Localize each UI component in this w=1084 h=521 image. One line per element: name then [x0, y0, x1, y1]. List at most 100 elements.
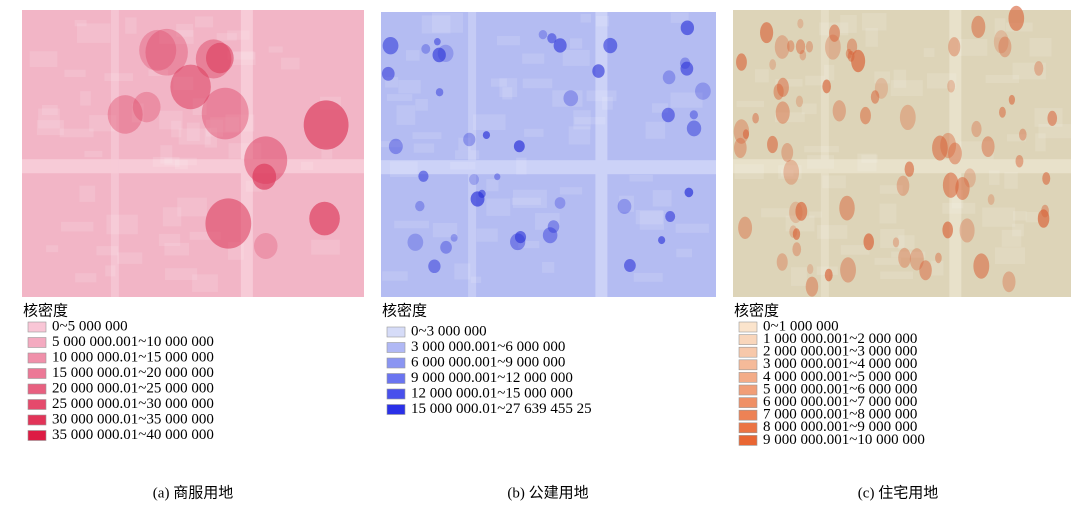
map-block [502, 87, 513, 100]
map-block [455, 150, 480, 160]
density-hotspot [896, 175, 910, 196]
map-block [778, 165, 802, 179]
density-hotspot [807, 263, 814, 275]
map-block [268, 46, 283, 53]
legend-swatch [738, 384, 758, 396]
density-hotspot [1037, 209, 1050, 228]
density-hotspot [554, 197, 566, 209]
density-hotspot [760, 22, 774, 44]
density-hotspot [799, 49, 807, 61]
map-block [524, 128, 544, 137]
map-block [421, 15, 451, 34]
density-hotspot [863, 233, 874, 251]
density-hotspot [437, 44, 454, 63]
map-block [231, 52, 256, 66]
map-block [396, 105, 416, 125]
map-block [535, 213, 560, 230]
density-hotspot [738, 216, 753, 239]
map-block [300, 161, 314, 171]
map-block [574, 117, 606, 125]
map-block [490, 78, 507, 87]
map-block [405, 50, 420, 61]
map-block [985, 74, 1020, 84]
map-block [791, 267, 807, 286]
map-block [736, 100, 764, 108]
map-block [104, 73, 133, 82]
map-block [178, 128, 211, 145]
density-hotspot [680, 61, 694, 76]
map-block [205, 119, 224, 137]
legend-swatch [738, 346, 758, 358]
density-hotspot [971, 120, 982, 138]
density-hotspot [603, 37, 618, 54]
map-block [398, 80, 421, 94]
density-hotspot [774, 35, 790, 59]
legend-label: 9 000 000.001~12 000 000 [411, 370, 573, 386]
map-block [175, 159, 188, 170]
map-block [36, 120, 64, 136]
density-hotspot [805, 41, 814, 53]
map-block [559, 187, 583, 195]
density-hotspot [695, 82, 711, 100]
map-block [861, 154, 878, 163]
map-block [573, 110, 591, 130]
map-block [879, 203, 897, 224]
map-block [569, 38, 583, 49]
density-hotspot [1047, 110, 1058, 127]
map-block [633, 272, 663, 282]
density-hotspot [1019, 128, 1027, 141]
map-block [562, 49, 590, 66]
map-block [46, 245, 59, 253]
map-block [458, 137, 471, 151]
density-hotspot [553, 38, 567, 53]
density-hotspot [170, 64, 211, 110]
density-hotspot [689, 110, 698, 120]
map-road [820, 10, 829, 297]
map-block [880, 271, 914, 280]
map-block [29, 51, 58, 68]
map-block [177, 197, 207, 217]
legend-swatch [27, 352, 47, 364]
density-hotspot [795, 201, 808, 221]
legend-label: 35 000 000.01~40 000 000 [52, 427, 214, 443]
legend-label: 3 000 000.001~4 000 000 [763, 356, 917, 372]
map-block [931, 260, 944, 276]
density-hotspot [846, 38, 858, 55]
map-block [857, 153, 877, 172]
map-block [775, 78, 803, 87]
map-block [106, 214, 138, 235]
map-block [522, 53, 545, 64]
density-hotspot [781, 142, 794, 162]
legend-label: 9 000 000.001~10 000 000 [763, 432, 925, 448]
map-block [982, 207, 1016, 227]
density-hotspot [244, 136, 288, 184]
legend-swatch [738, 409, 758, 421]
density-hotspot [999, 106, 1006, 118]
map-block [586, 90, 617, 102]
density-hotspot [469, 174, 480, 186]
map-block [486, 198, 511, 216]
map-block [804, 146, 839, 153]
map-block [386, 94, 413, 101]
map-block [988, 170, 1000, 185]
density-hotspot [514, 231, 527, 244]
map-block [602, 96, 613, 110]
map-block [676, 248, 693, 258]
legend-label: 15 000 000.01~20 000 000 [52, 365, 214, 381]
density-hotspot [947, 79, 956, 93]
legend-label: 2 000 000.001~3 000 000 [763, 344, 917, 360]
map-block [499, 78, 518, 98]
map-block [552, 90, 583, 107]
map-block [165, 268, 198, 281]
caption: (c) 住宅用地 [858, 484, 938, 501]
density-hotspot [463, 132, 476, 147]
density-hotspot [1008, 5, 1025, 31]
density-hotspot [252, 163, 277, 190]
density-hotspot [665, 210, 676, 222]
map-block [394, 220, 429, 229]
map-block [809, 211, 822, 218]
density-hotspot [776, 77, 789, 97]
density-hotspot [987, 194, 995, 205]
map-block [59, 128, 94, 138]
legend-title: 核密度 [734, 302, 779, 319]
